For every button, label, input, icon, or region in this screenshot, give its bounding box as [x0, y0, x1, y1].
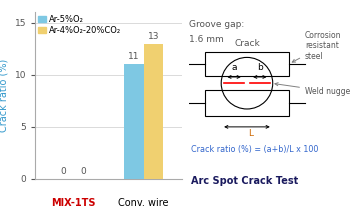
Bar — [205, 52, 289, 76]
Text: Corrosion
resistant
steel: Corrosion resistant steel — [292, 31, 341, 62]
Bar — [124, 64, 144, 179]
Text: Crack ratio (%) = (a+b)/L x 100: Crack ratio (%) = (a+b)/L x 100 — [191, 145, 318, 154]
Bar — [205, 90, 289, 116]
Text: 0: 0 — [80, 167, 86, 176]
Bar — [144, 44, 163, 179]
Text: MIX-1TS: MIX-1TS — [51, 198, 96, 208]
Text: Groove gap:: Groove gap: — [189, 20, 244, 30]
Text: Conv. wire: Conv. wire — [118, 198, 169, 208]
Text: b: b — [257, 63, 263, 72]
Ellipse shape — [221, 57, 273, 109]
Legend: Ar-5%O₂, Ar-4%O₂-20%CO₂: Ar-5%O₂, Ar-4%O₂-20%CO₂ — [37, 14, 122, 36]
Text: a: a — [231, 63, 237, 72]
Text: L: L — [248, 129, 253, 138]
Text: 11: 11 — [128, 52, 139, 61]
Text: 13: 13 — [148, 32, 159, 41]
Text: 1.6 mm: 1.6 mm — [189, 35, 224, 44]
Y-axis label: Crack ratio (%): Crack ratio (%) — [0, 59, 9, 132]
Text: 0: 0 — [61, 167, 66, 176]
Text: Crack: Crack — [234, 39, 260, 48]
Text: Arc Spot Crack Test: Arc Spot Crack Test — [191, 176, 298, 186]
Text: Weld nugget: Weld nugget — [275, 83, 350, 96]
